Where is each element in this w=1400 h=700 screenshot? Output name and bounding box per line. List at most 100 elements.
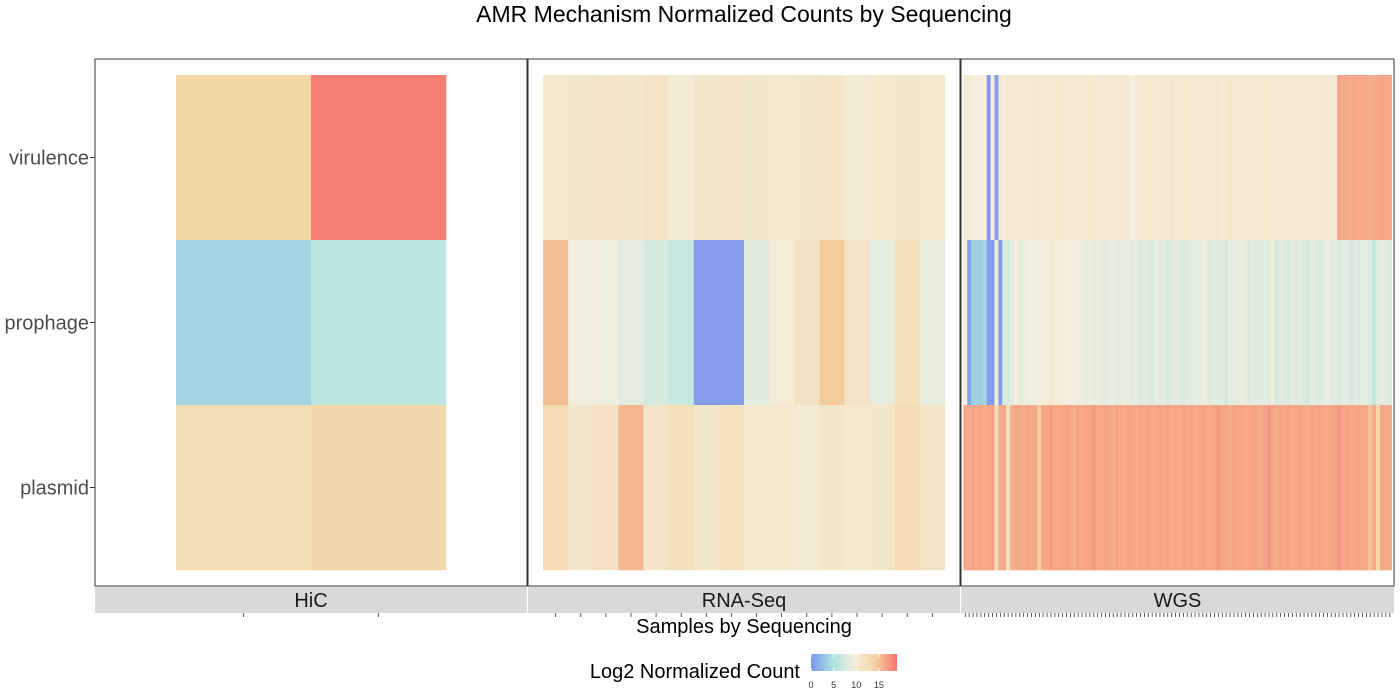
heatmap-cell bbox=[1321, 240, 1326, 406]
heatmap-cell bbox=[1309, 75, 1315, 241]
heatmap-cell bbox=[1029, 75, 1034, 241]
heatmap-cell bbox=[1115, 240, 1120, 406]
heatmap-cell bbox=[311, 405, 447, 571]
heatmap-cell bbox=[1060, 75, 1065, 241]
heatmap-cell bbox=[668, 405, 695, 571]
heatmap-cell bbox=[1154, 240, 1159, 406]
heatmap-cell bbox=[1021, 75, 1026, 241]
heatmap-cell bbox=[543, 240, 569, 406]
heatmap-cell bbox=[1138, 240, 1143, 406]
heatmap-cell bbox=[967, 405, 972, 571]
heatmap-cell bbox=[794, 405, 820, 571]
row-labels: virulence prophage plasmid bbox=[4, 148, 95, 500]
heatmap-cell bbox=[1383, 75, 1389, 241]
heatmap-cell bbox=[971, 405, 976, 571]
heatmap-cell bbox=[1002, 405, 1007, 571]
heatmap-cell bbox=[1107, 405, 1112, 571]
heatmap-cell bbox=[1068, 405, 1073, 571]
heatmap-cell bbox=[1228, 405, 1233, 571]
heatmap-cell bbox=[794, 75, 820, 241]
heatmap-cell bbox=[176, 405, 312, 571]
heatmap-cell bbox=[1306, 405, 1311, 571]
heatmap-cell bbox=[1270, 405, 1276, 571]
heatmap-cell bbox=[1333, 405, 1338, 571]
heatmap-cell bbox=[1208, 405, 1213, 571]
heatmap-cell bbox=[1087, 75, 1093, 241]
heatmap-cell bbox=[1278, 240, 1283, 406]
heatmap-cell bbox=[1325, 405, 1330, 571]
heatmap-cell bbox=[1189, 240, 1194, 406]
heatmap-cell bbox=[1161, 75, 1167, 241]
heatmap-cell bbox=[1017, 75, 1023, 241]
heatmap-cell bbox=[593, 240, 619, 406]
heatmap-cell bbox=[919, 240, 946, 406]
heatmap-cell bbox=[1091, 405, 1097, 571]
legend-color-bar bbox=[811, 654, 897, 671]
heatmap-cell bbox=[998, 405, 1003, 571]
heatmap-cell bbox=[990, 405, 995, 571]
heatmap-cell bbox=[975, 405, 980, 571]
heatmap-cell bbox=[982, 75, 987, 241]
heatmap-cell bbox=[1243, 240, 1248, 406]
heatmap-cell bbox=[971, 75, 976, 241]
heatmap-cell bbox=[1239, 75, 1244, 241]
heatmap-cell bbox=[1045, 75, 1050, 241]
heatmap-cell bbox=[1041, 75, 1046, 241]
heatmap-cell bbox=[1169, 240, 1174, 406]
heatmap-cell bbox=[1095, 75, 1100, 241]
heatmap-cell bbox=[1196, 240, 1202, 406]
heatmap-cell bbox=[1115, 405, 1120, 571]
heatmap-cell bbox=[1146, 405, 1151, 571]
heatmap-cell bbox=[1150, 240, 1155, 406]
heatmap-cell bbox=[718, 75, 745, 241]
heatmap-cell bbox=[593, 405, 619, 571]
heatmap-cell bbox=[1193, 240, 1198, 406]
heatmap-cell bbox=[543, 75, 569, 241]
heatmap-cell bbox=[982, 240, 987, 406]
heatmap-cell bbox=[1064, 240, 1069, 406]
heatmap-cell bbox=[869, 405, 895, 571]
heatmap-cell bbox=[1076, 240, 1081, 406]
heatmap-cell bbox=[1041, 240, 1046, 406]
chart-title: AMR Mechanism Normalized Counts by Seque… bbox=[476, 1, 1012, 27]
heatmap-cell bbox=[1111, 75, 1116, 241]
heatmap-cell bbox=[618, 405, 644, 571]
heatmap-cell bbox=[1344, 240, 1350, 406]
heatmap-cell bbox=[1309, 240, 1315, 406]
heatmap-cell bbox=[1010, 240, 1015, 406]
heatmap-cell bbox=[1267, 240, 1272, 406]
heatmap-cell bbox=[1185, 405, 1190, 571]
heatmap-cell bbox=[643, 240, 669, 406]
heatmap-cell bbox=[1126, 75, 1132, 241]
heatmap-cell bbox=[1021, 405, 1026, 571]
heatmap-cell bbox=[1025, 75, 1030, 241]
heatmap-cell bbox=[1372, 240, 1377, 406]
panel-wgs: WGS bbox=[960, 58, 1395, 617]
heatmap-cell bbox=[1348, 75, 1354, 241]
heatmap-cell bbox=[986, 75, 991, 241]
heatmap-cell bbox=[176, 240, 312, 406]
heatmap-cell bbox=[1368, 75, 1373, 241]
heatmap-cell bbox=[894, 240, 921, 406]
heatmap-cell bbox=[1313, 240, 1318, 406]
heatmap-cell bbox=[894, 75, 921, 241]
heatmap-cell bbox=[1239, 240, 1244, 406]
heatmap-cell bbox=[693, 405, 720, 571]
heatmap-cell bbox=[844, 405, 870, 571]
heatmap-cell bbox=[1255, 75, 1260, 241]
heatmap-cell bbox=[769, 240, 795, 406]
heatmap-cell bbox=[1150, 75, 1155, 241]
heatmap-cell bbox=[1193, 405, 1198, 571]
heatmap-cell bbox=[1274, 405, 1280, 571]
heatmap-cell bbox=[1379, 75, 1385, 241]
heatmap-cell bbox=[1029, 405, 1034, 571]
heatmap-cell bbox=[1185, 240, 1190, 406]
heatmap-cell bbox=[1169, 405, 1174, 571]
heatmap-cell bbox=[1052, 75, 1058, 241]
heatmap-cell bbox=[1294, 75, 1299, 241]
heatmap-cell bbox=[1072, 75, 1077, 241]
heatmap-cell bbox=[1103, 75, 1108, 241]
row-label-prophage: prophage bbox=[4, 313, 89, 335]
heatmap-cell bbox=[1095, 405, 1100, 571]
